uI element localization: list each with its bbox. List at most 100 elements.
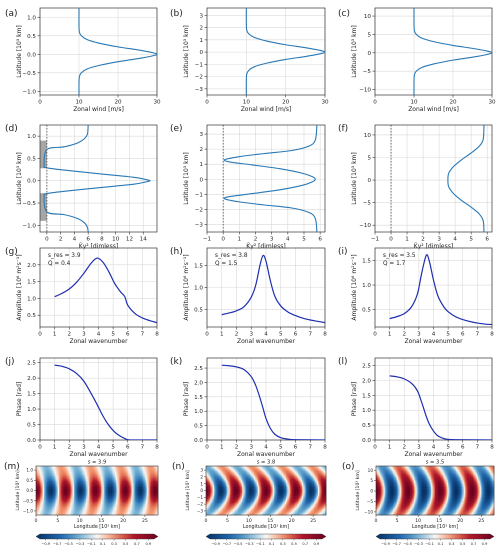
heatmap-cell xyxy=(87,477,90,479)
heatmap-cell xyxy=(118,507,121,510)
heatmap-cell xyxy=(120,513,122,516)
heatmap-cell xyxy=(53,501,56,504)
heatmap-cell xyxy=(105,494,107,496)
heatmap-cell xyxy=(78,507,80,510)
heatmap-cell xyxy=(60,490,63,493)
heatmap-cell xyxy=(147,499,149,501)
heatmap-cell xyxy=(207,495,209,497)
heatmap-cell xyxy=(148,492,151,495)
heatmap-cell xyxy=(90,480,92,483)
heatmap-cell xyxy=(129,488,132,490)
heatmap-cell xyxy=(210,497,212,500)
heatmap-cell xyxy=(118,477,121,479)
heatmap-cell xyxy=(152,468,155,470)
heatmap-cell xyxy=(92,470,95,473)
heatmap-cell xyxy=(53,479,56,482)
heatmap-cell xyxy=(78,469,80,472)
heatmap-cell xyxy=(88,479,91,482)
heatmap-cell xyxy=(224,483,227,485)
heatmap-cell xyxy=(72,503,75,506)
heatmap-cell xyxy=(36,483,38,485)
heatmap-cell xyxy=(207,508,209,511)
heatmap-cell xyxy=(226,500,228,502)
heatmap-cell xyxy=(82,490,84,493)
heatmap-cell xyxy=(231,500,233,502)
x-axis-label: K̃y² [dimless] xyxy=(246,243,285,250)
heatmap-cell xyxy=(48,467,50,469)
heatmap-cell xyxy=(87,502,90,505)
heatmap-cell xyxy=(99,511,102,513)
heatmap-cell xyxy=(52,496,54,499)
heatmap-cell xyxy=(128,507,130,510)
heatmap-cell xyxy=(54,508,57,511)
heatmap-cell xyxy=(82,497,84,500)
heatmap-cell xyxy=(147,479,149,482)
heatmap-cell xyxy=(94,488,96,490)
heatmap-cell xyxy=(133,472,136,474)
heatmap-cell xyxy=(41,491,44,494)
heatmap-cell xyxy=(98,502,101,505)
heatmap-cell xyxy=(98,474,101,477)
heatmap-cell xyxy=(83,508,86,511)
heatmap-cell xyxy=(124,491,126,494)
heatmap-cell xyxy=(124,469,126,472)
heatmap-cell xyxy=(68,479,71,482)
heatmap-cell xyxy=(226,492,228,495)
x-tick-label: 4 xyxy=(264,332,268,338)
heatmap-cell xyxy=(139,479,141,482)
x-tick-label: 2 xyxy=(67,445,71,451)
heatmap-cell xyxy=(144,512,147,515)
heatmap-cell xyxy=(64,475,67,478)
heatmap-cell xyxy=(211,510,213,512)
heatmap-cell xyxy=(57,496,60,499)
heatmap-cell xyxy=(95,466,98,468)
x-axis-label: Zonal wind [m/s] xyxy=(408,106,459,113)
heatmap-cell xyxy=(98,507,101,510)
heatmap-cell xyxy=(103,475,106,478)
x-tick-label: 8 xyxy=(155,445,159,451)
heatmap-cell xyxy=(132,473,134,475)
heatmap-cell xyxy=(224,491,227,494)
heatmap-cell xyxy=(134,492,137,495)
heatmap-cell xyxy=(114,491,117,494)
heatmap-cell xyxy=(218,494,220,496)
heatmap-cell xyxy=(90,501,92,504)
heatmap-cell xyxy=(91,479,94,482)
heatmap-cell xyxy=(90,474,92,477)
heatmap-cell xyxy=(88,483,91,485)
heatmap-cell xyxy=(219,503,221,506)
heatmap-cell xyxy=(99,497,102,500)
heatmap-cell xyxy=(57,468,60,470)
heatmap-cell xyxy=(57,473,60,475)
heatmap-cell xyxy=(64,508,67,511)
heatmap-cell xyxy=(78,513,80,516)
heatmap-cell xyxy=(231,501,233,504)
heatmap-cell xyxy=(46,497,49,500)
heatmap-cell xyxy=(113,513,115,516)
heatmap-cell xyxy=(155,497,157,500)
heatmap-cell xyxy=(102,511,105,513)
heatmap-cell xyxy=(83,506,86,508)
heatmap-cell xyxy=(63,502,65,505)
heatmap-cell xyxy=(45,491,48,494)
heatmap-cell xyxy=(216,475,219,478)
heatmap-cell xyxy=(210,505,212,507)
heatmap-cell xyxy=(227,496,229,499)
heatmap-cell xyxy=(223,478,225,480)
heatmap-cell xyxy=(91,506,94,508)
heatmap-cell xyxy=(211,469,213,472)
heatmap-cell xyxy=(75,484,77,486)
heatmap-cell xyxy=(211,480,213,483)
heatmap-cell xyxy=(46,475,49,478)
heatmap-cell xyxy=(84,490,87,493)
heatmap-cell xyxy=(98,500,101,502)
heatmap-cell xyxy=(92,507,95,510)
heatmap-cell xyxy=(220,475,223,478)
heatmap-cell xyxy=(218,477,220,479)
heatmap-cell xyxy=(68,503,71,506)
heatmap-cell xyxy=(71,480,73,483)
heatmap-cell xyxy=(109,484,111,486)
heatmap-cell xyxy=(87,488,90,490)
heatmap-cell xyxy=(60,508,63,511)
heatmap-cell xyxy=(145,466,148,468)
